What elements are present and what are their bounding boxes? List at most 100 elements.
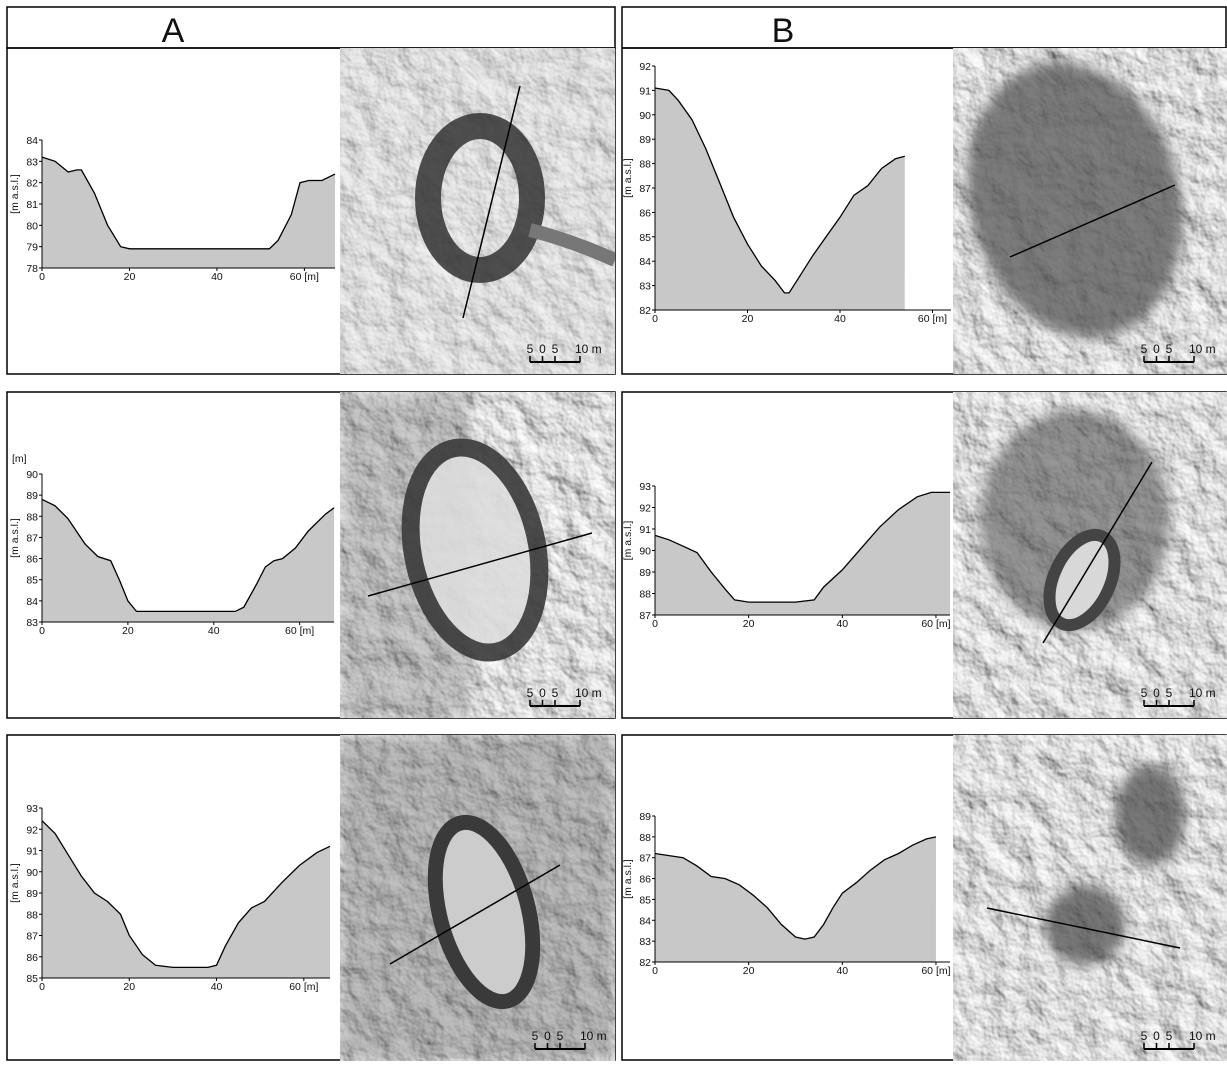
y-tick-label: 89 xyxy=(26,490,38,502)
x-tick-label: 0 xyxy=(39,981,45,993)
scale-label: 0 xyxy=(1153,686,1160,700)
y-axis-label: [m a.s.l.] xyxy=(622,859,634,899)
y-axis-label: [m a.s.l.] xyxy=(622,158,634,198)
scale-label: 10 m xyxy=(575,342,602,356)
profile-area xyxy=(655,836,936,962)
y-tick-label: 87 xyxy=(26,931,38,943)
y-tick-label: 90 xyxy=(639,546,651,558)
x-tick-label: 60 [m] xyxy=(290,271,319,283)
x-tick-label: 20 xyxy=(122,625,134,637)
profile-line xyxy=(654,836,937,940)
scale-label: 5 xyxy=(552,342,559,356)
y-tick-label: 87 xyxy=(26,532,38,544)
y-tick-label: 91 xyxy=(639,524,651,536)
y-tick-label: 92 xyxy=(26,824,38,836)
x-tick-label: 0 xyxy=(652,313,658,325)
y-tick-label: 93 xyxy=(26,803,38,815)
profile-line xyxy=(654,87,905,294)
y-tick-label: 84 xyxy=(26,596,38,608)
scale-label: 0 xyxy=(539,686,546,700)
scale-label: 5 xyxy=(1141,342,1148,356)
scale-label: 5 xyxy=(557,1029,564,1043)
scale-label: 5 xyxy=(527,686,534,700)
scale-label: 5 xyxy=(1166,686,1173,700)
x-tick-label: 0 xyxy=(652,965,658,977)
y-tick-label: 89 xyxy=(639,811,651,823)
y-tick-label: 88 xyxy=(26,909,38,921)
scale-label: 10 m xyxy=(1189,686,1216,700)
y-tick-label: 93 xyxy=(639,481,651,493)
x-tick-label: 20 xyxy=(123,981,135,993)
scale-label: 5 xyxy=(552,686,559,700)
y-tick-label: 92 xyxy=(639,61,651,73)
x-tick-label: 20 xyxy=(124,271,136,283)
y-tick-label: 87 xyxy=(639,853,651,865)
y-tick-label: 78 xyxy=(26,263,38,275)
y-tick-label: 84 xyxy=(639,256,651,268)
profile-line xyxy=(41,156,336,250)
y-tick-label: 82 xyxy=(639,957,651,969)
y-tick-label: 83 xyxy=(639,936,651,948)
scale-label: 5 xyxy=(527,342,534,356)
x-tick-label: 60 [m] xyxy=(289,981,318,993)
y-tick-label: 85 xyxy=(26,575,38,587)
x-tick-label: 40 xyxy=(836,965,848,977)
y-tick-label: 80 xyxy=(26,220,38,232)
column-header: B xyxy=(772,12,795,50)
map xyxy=(953,392,1227,718)
map xyxy=(953,48,1227,374)
scale-label: 5 xyxy=(532,1029,539,1043)
profile-area xyxy=(42,499,334,622)
y-tick-label: 87 xyxy=(639,610,651,622)
y-tick-label: 88 xyxy=(639,159,651,171)
y-tick-label: 90 xyxy=(26,469,38,481)
scale-label: 5 xyxy=(1141,686,1148,700)
scale-label: 0 xyxy=(544,1029,551,1043)
y-tick-label: 88 xyxy=(639,589,651,601)
scale-label: 5 xyxy=(1166,342,1173,356)
y-tick-label: 79 xyxy=(26,242,38,254)
profile-area xyxy=(42,820,330,978)
x-tick-label: 60 [m] xyxy=(921,618,950,630)
column-header: A xyxy=(162,12,185,50)
x-tick-label: 60 [m] xyxy=(921,965,950,977)
scale-label: 0 xyxy=(539,342,546,356)
y-tick-label: 85 xyxy=(639,232,651,244)
scale-label: 10 m xyxy=(1189,342,1216,356)
y-tick-label: 82 xyxy=(26,178,38,190)
x-tick-label: 60 [m] xyxy=(285,625,314,637)
y-axis-label: [m a.s.l.] xyxy=(9,518,21,558)
map xyxy=(340,392,615,718)
profile-line xyxy=(654,491,950,603)
y-tick-label: 84 xyxy=(639,915,651,927)
profile-area xyxy=(655,88,905,310)
y-tick-label: 88 xyxy=(639,832,651,844)
x-tick-label: 20 xyxy=(743,965,755,977)
y-tick-label: 88 xyxy=(26,511,38,523)
x-tick-label: 0 xyxy=(652,618,658,630)
map xyxy=(340,735,615,1061)
y-unit-label: [m] xyxy=(12,453,27,465)
y-tick-label: 81 xyxy=(26,199,38,211)
y-tick-label: 83 xyxy=(26,156,38,168)
scale-label: 5 xyxy=(1166,1029,1173,1043)
x-tick-label: 0 xyxy=(39,271,45,283)
y-tick-label: 89 xyxy=(26,888,38,900)
y-tick-label: 91 xyxy=(26,846,38,858)
y-tick-label: 86 xyxy=(26,554,38,566)
scale-label: 10 m xyxy=(575,686,602,700)
y-tick-label: 86 xyxy=(639,207,651,219)
y-tick-label: 84 xyxy=(26,135,38,147)
scale-label: 0 xyxy=(1153,1029,1160,1043)
scale-label: 5 xyxy=(1141,1029,1148,1043)
y-tick-label: 90 xyxy=(639,110,651,122)
y-tick-label: 85 xyxy=(26,973,38,985)
profile-area xyxy=(42,157,335,268)
y-tick-label: 92 xyxy=(639,503,651,515)
profile-line xyxy=(41,820,331,969)
x-tick-label: 40 xyxy=(836,618,848,630)
scale-label: 0 xyxy=(1153,342,1160,356)
profile-line xyxy=(41,498,335,613)
x-tick-label: 0 xyxy=(39,625,45,637)
